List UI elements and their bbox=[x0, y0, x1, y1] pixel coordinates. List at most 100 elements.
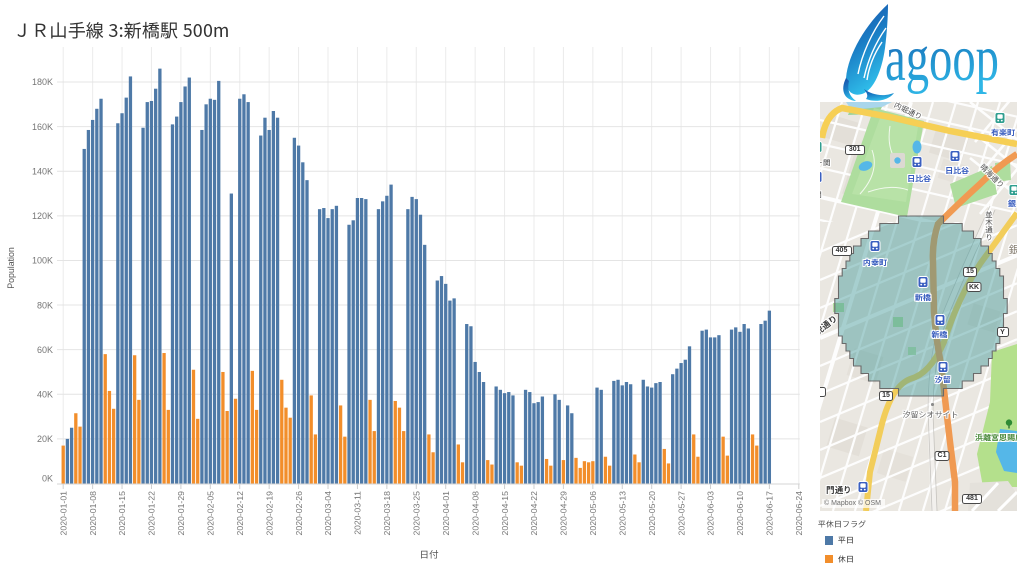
bar-2020-02-03[interactable] bbox=[200, 129, 204, 484]
bar-2020-01-02[interactable] bbox=[65, 438, 70, 484]
bar-2020-01-14[interactable] bbox=[116, 123, 120, 484]
bar-2020-02-14[interactable] bbox=[246, 102, 250, 484]
bar-2020-01-11[interactable] bbox=[103, 354, 107, 484]
bar-2020-05-15[interactable] bbox=[629, 384, 633, 484]
bar-2020-02-17[interactable] bbox=[259, 135, 263, 484]
bar-2020-03-14[interactable] bbox=[368, 399, 372, 484]
bar-2020-01-03[interactable] bbox=[69, 427, 74, 484]
bar-2020-05-22[interactable] bbox=[658, 382, 662, 484]
bar-2020-04-24[interactable] bbox=[540, 396, 545, 484]
bar-2020-01-19[interactable] bbox=[137, 399, 141, 484]
bar-2020-06-12[interactable] bbox=[746, 328, 750, 484]
bar-2020-01-06[interactable] bbox=[82, 148, 86, 484]
legend-item-休日[interactable]: 休日 bbox=[818, 554, 866, 565]
bar-2020-02-22[interactable] bbox=[280, 379, 284, 484]
bar-2020-03-31[interactable] bbox=[439, 276, 444, 484]
bar-2020-05-29[interactable] bbox=[687, 346, 692, 484]
bar-2020-01-25[interactable] bbox=[162, 353, 166, 484]
bar-2020-01-17[interactable] bbox=[128, 76, 133, 484]
bar-2020-02-04[interactable] bbox=[204, 104, 208, 484]
bar-2020-02-09[interactable] bbox=[225, 411, 229, 484]
bar-2020-02-20[interactable] bbox=[271, 111, 276, 484]
bar-2020-04-23[interactable] bbox=[536, 402, 540, 484]
bar-2020-03-15[interactable] bbox=[372, 431, 376, 484]
bar-2020-04-14[interactable] bbox=[498, 389, 502, 484]
bar-2020-03-03[interactable] bbox=[322, 208, 326, 484]
bar-2020-02-13[interactable] bbox=[242, 94, 246, 484]
bar-2020-01-18[interactable] bbox=[133, 355, 137, 484]
bar-2020-05-27[interactable] bbox=[679, 363, 683, 484]
bar-2020-04-07[interactable] bbox=[469, 326, 473, 484]
bar-2020-05-09[interactable] bbox=[603, 456, 608, 484]
bar-2020-04-17[interactable] bbox=[511, 395, 515, 484]
legend-item-平日[interactable]: 平日 bbox=[818, 535, 866, 546]
bar-2020-04-04[interactable] bbox=[456, 444, 460, 484]
bar-2020-05-03[interactable] bbox=[578, 467, 582, 484]
bar-2020-05-10[interactable] bbox=[607, 465, 612, 484]
bar-2020-03-23[interactable] bbox=[406, 209, 410, 484]
bar-2020-02-19[interactable] bbox=[267, 129, 271, 484]
bar-2020-06-09[interactable] bbox=[734, 327, 738, 484]
bar-2020-01-26[interactable] bbox=[166, 409, 170, 484]
bar-2020-01-04[interactable] bbox=[74, 413, 78, 484]
bar-2020-06-08[interactable] bbox=[729, 329, 734, 484]
bar-2020-05-25[interactable] bbox=[671, 374, 675, 484]
bar-2020-04-16[interactable] bbox=[507, 392, 511, 484]
bar-2020-01-20[interactable] bbox=[141, 127, 145, 484]
bar-2020-05-13[interactable] bbox=[620, 385, 624, 484]
bar-2020-01-28[interactable] bbox=[175, 116, 179, 484]
bar-2020-04-02[interactable] bbox=[448, 300, 452, 484]
bar-2020-03-29[interactable] bbox=[431, 452, 435, 484]
bar-2020-03-28[interactable] bbox=[427, 434, 431, 484]
bar-2020-03-01[interactable] bbox=[313, 434, 318, 484]
bar-2020-05-16[interactable] bbox=[633, 454, 637, 484]
bar-2020-06-03[interactable] bbox=[708, 337, 713, 484]
bar-2020-05-19[interactable] bbox=[645, 386, 650, 484]
bar-2020-03-07[interactable] bbox=[338, 405, 343, 484]
bar-2020-04-03[interactable] bbox=[452, 298, 456, 484]
bar-2020-04-22[interactable] bbox=[532, 403, 536, 484]
bar-2020-03-26[interactable] bbox=[418, 214, 423, 484]
bar-2020-04-26[interactable] bbox=[549, 465, 553, 484]
bar-2020-05-14[interactable] bbox=[624, 382, 629, 484]
bar-2020-04-06[interactable] bbox=[465, 324, 469, 484]
bar-2020-05-06[interactable] bbox=[591, 461, 595, 484]
bar-2020-05-20[interactable] bbox=[650, 387, 654, 484]
bar-2020-02-02[interactable] bbox=[196, 418, 200, 484]
bar-2020-04-01[interactable] bbox=[444, 283, 448, 484]
bar-2020-05-31[interactable] bbox=[696, 456, 700, 484]
bar-2020-06-07[interactable] bbox=[725, 455, 729, 484]
bar-2020-02-18[interactable] bbox=[263, 117, 267, 484]
bar-2020-02-26[interactable] bbox=[296, 145, 301, 484]
bar-2020-06-16[interactable] bbox=[763, 320, 767, 484]
bar-2020-06-04[interactable] bbox=[713, 337, 717, 484]
bar-2020-05-18[interactable] bbox=[641, 379, 645, 484]
bar-2020-05-11[interactable] bbox=[612, 380, 616, 484]
bar-2020-03-22[interactable] bbox=[402, 431, 406, 484]
bar-2020-01-16[interactable] bbox=[124, 97, 128, 484]
bar-2020-05-26[interactable] bbox=[675, 368, 679, 484]
bar-2020-01-09[interactable] bbox=[95, 108, 99, 484]
bar-2020-03-30[interactable] bbox=[435, 280, 439, 484]
bar-2020-03-27[interactable] bbox=[423, 244, 427, 484]
bar-2020-02-08[interactable] bbox=[221, 371, 225, 484]
bar-2020-02-10[interactable] bbox=[229, 193, 233, 484]
bars[interactable] bbox=[61, 68, 772, 484]
bar-2020-05-24[interactable] bbox=[666, 463, 671, 484]
bar-2020-04-08[interactable] bbox=[473, 361, 477, 484]
bar-2020-01-08[interactable] bbox=[90, 119, 95, 484]
bar-2020-04-09[interactable] bbox=[477, 371, 481, 484]
bar-2020-01-12[interactable] bbox=[107, 390, 112, 484]
bar-2020-05-23[interactable] bbox=[662, 448, 666, 484]
bar-2020-01-30[interactable] bbox=[183, 86, 187, 484]
bar-2020-01-27[interactable] bbox=[170, 124, 175, 484]
bar-2020-02-16[interactable] bbox=[254, 409, 259, 484]
bar-2020-02-01[interactable] bbox=[191, 369, 196, 484]
bar-2020-02-06[interactable] bbox=[212, 99, 217, 484]
bar-2020-04-19[interactable] bbox=[519, 465, 524, 484]
bar-2020-02-23[interactable] bbox=[284, 407, 288, 484]
bar-2020-03-19[interactable] bbox=[389, 184, 393, 484]
map[interactable]: 日比谷日比谷有楽町内幸町新橋新橋汐留銀内堀通り晴海通り並木通り虎通り門通りヶ関関… bbox=[820, 102, 1017, 511]
bar-2020-03-05[interactable] bbox=[330, 209, 334, 484]
bar-2020-06-13[interactable] bbox=[750, 434, 755, 484]
